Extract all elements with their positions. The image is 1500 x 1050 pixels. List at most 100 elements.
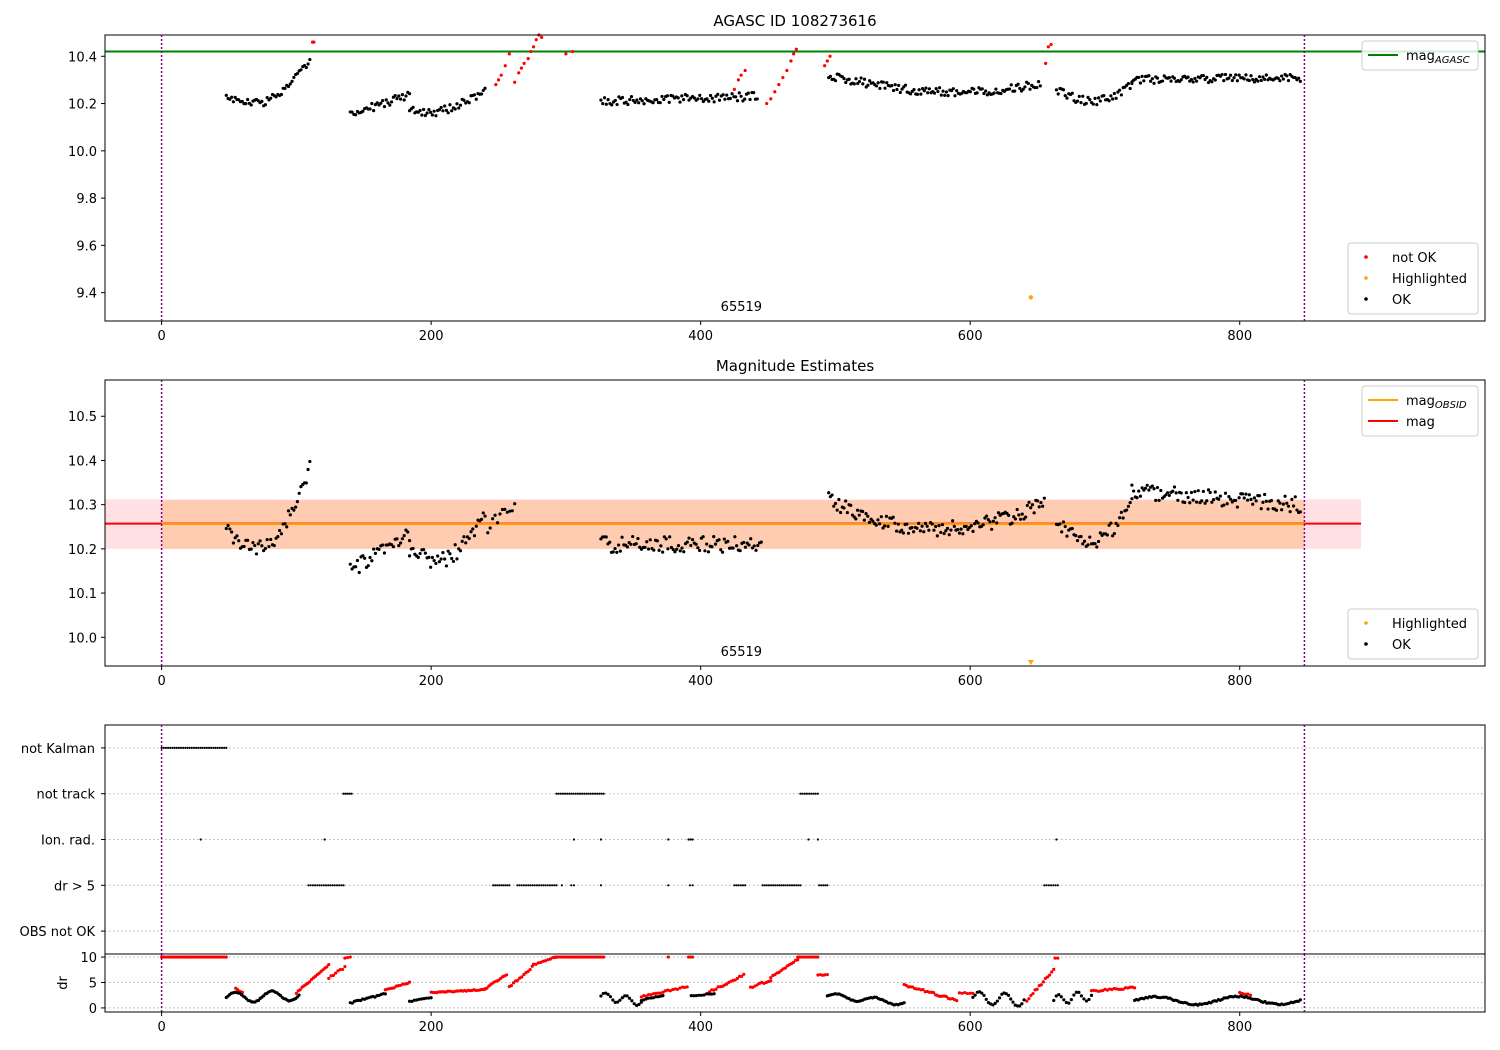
point-ok: [742, 540, 746, 545]
legend-subscript: OBSID: [1435, 400, 1467, 411]
point-ok: [474, 524, 478, 528]
point-ok: [990, 527, 994, 531]
point-not-ok: [642, 993, 646, 998]
flag-mark: [218, 746, 221, 750]
point-ok: [717, 538, 721, 542]
point-ok: [262, 548, 266, 553]
point-ok: [726, 539, 730, 543]
point-ok: [1059, 995, 1063, 999]
point-not-ok: [571, 49, 575, 54]
point-ok: [908, 92, 913, 96]
axes-frame: [104, 379, 1486, 667]
point-ok: [479, 92, 484, 96]
point-ok: [263, 546, 267, 551]
point-ok: [354, 565, 358, 569]
point-ok: [1082, 997, 1086, 1001]
point-ok: [249, 547, 253, 551]
flag-mark: [320, 884, 323, 887]
point-ok: [1074, 534, 1078, 538]
point-ok: [1280, 74, 1284, 78]
point-ok: [388, 103, 392, 107]
point-ok: [1112, 531, 1116, 536]
point-ok: [1205, 499, 1209, 503]
point-ok: [1246, 498, 1250, 502]
flag-mark: [1054, 884, 1057, 887]
point-ok: [481, 511, 485, 515]
point-ok: [1079, 101, 1083, 105]
point-ok: [483, 514, 487, 518]
point-ok: [379, 101, 383, 105]
flag-mark: [808, 792, 811, 795]
point-ok: [961, 532, 965, 536]
flag-mark: [508, 884, 511, 887]
point-ok: [705, 542, 709, 546]
point-ok: [283, 86, 287, 90]
point-ok: [659, 544, 663, 548]
point-ok: [995, 521, 999, 525]
point-ok: [1191, 80, 1195, 84]
flag-mark: [182, 746, 185, 750]
point-ok: [886, 524, 890, 528]
point-ok: [941, 89, 945, 93]
point-not-ok: [732, 87, 736, 91]
point-ok: [833, 501, 838, 506]
point-ok: [370, 101, 374, 106]
y-tick-label: 9.4: [76, 287, 97, 302]
flag-mark: [822, 884, 825, 887]
point-ok: [878, 522, 882, 526]
flag-mark: [824, 884, 827, 887]
point-ok: [991, 1003, 995, 1007]
flag-mark: [735, 884, 738, 887]
point-ok: [756, 543, 760, 548]
flag-mark: [667, 884, 670, 887]
flag-mark: [818, 884, 821, 887]
point-ok: [692, 994, 696, 998]
point-ok: [628, 98, 632, 102]
flag-mark: [784, 884, 787, 887]
legend-box: [1347, 608, 1479, 660]
flag-mark: [596, 792, 599, 795]
flag-mark: [318, 884, 321, 887]
point-not-ok: [513, 80, 517, 84]
x-tick-label: 800: [1227, 329, 1252, 344]
point-ok: [624, 100, 628, 104]
x-tick-label: 600: [958, 674, 983, 689]
flag-mark: [542, 884, 545, 887]
point-ok: [1210, 80, 1214, 84]
flag-mark: [333, 884, 336, 887]
point-ok: [689, 543, 693, 548]
panel-3-points: [160, 746, 1059, 887]
x-tick-label: 0: [157, 674, 165, 689]
y-tick-label: 9.6: [76, 239, 97, 254]
point-ok: [1007, 513, 1011, 518]
point-ok: [1070, 526, 1074, 531]
flag-mark: [561, 792, 564, 795]
point-ok: [1111, 534, 1115, 538]
point-ok: [304, 481, 308, 485]
point-ok: [973, 993, 977, 997]
point-ok: [1189, 77, 1194, 82]
point-ok: [661, 550, 665, 554]
point-ok: [883, 86, 887, 90]
point-ok: [1298, 510, 1302, 514]
point-ok: [943, 93, 947, 97]
flag-mark: [782, 884, 785, 887]
point-ok: [1249, 497, 1253, 501]
point-ok: [503, 507, 507, 511]
point-ok: [1056, 92, 1060, 96]
point-ok: [964, 524, 968, 529]
point-ok: [717, 98, 722, 102]
point-not-ok: [639, 995, 643, 999]
point-ok: [1119, 510, 1123, 514]
point-ok: [1107, 523, 1111, 527]
flag-mark: [570, 792, 573, 795]
point-ok: [893, 521, 897, 525]
point-ok: [251, 541, 255, 545]
point-not-ok: [298, 988, 302, 992]
point-ok: [455, 557, 459, 561]
flag-mark: [744, 884, 747, 887]
flag-mark: [788, 884, 792, 887]
point-ok: [996, 511, 1001, 515]
point-ok: [1280, 508, 1284, 512]
point-ok: [699, 993, 704, 997]
